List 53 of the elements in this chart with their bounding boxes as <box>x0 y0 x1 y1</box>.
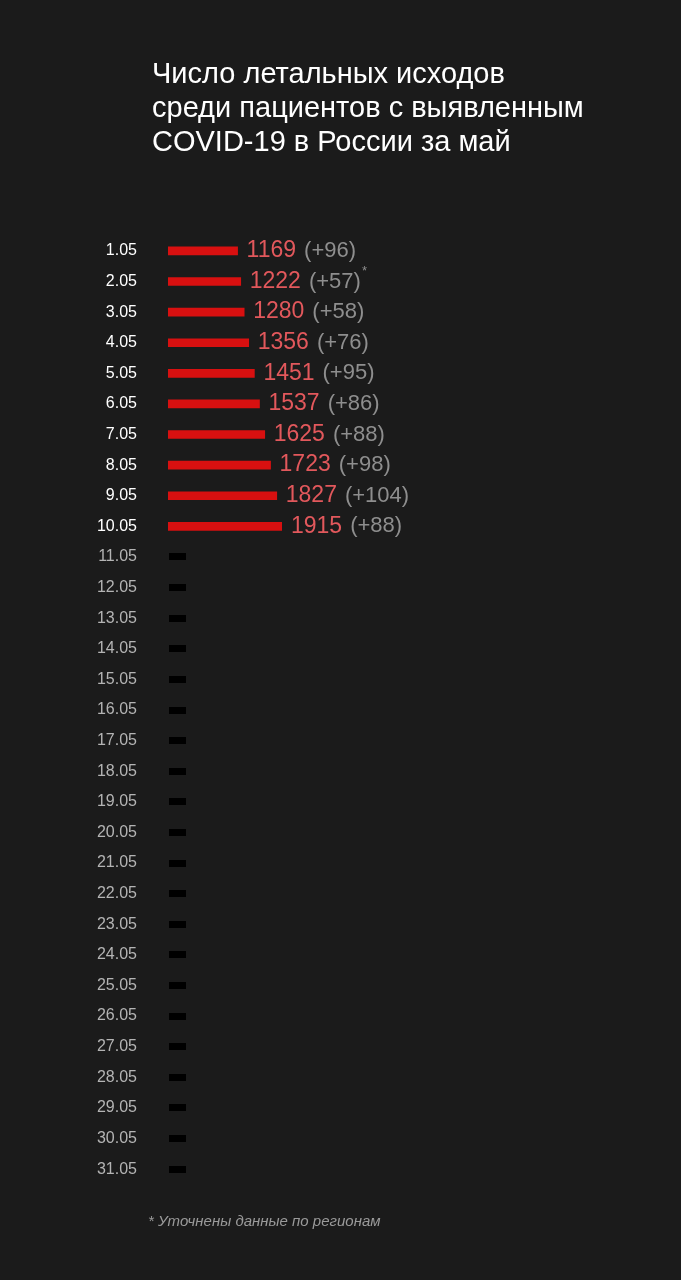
y-tick-label: 14.05 <box>96 639 138 657</box>
y-tick-label: 7.05 <box>105 424 138 442</box>
y-tick-label: 28.05 <box>96 1067 138 1085</box>
bar <box>168 307 245 317</box>
text: Число летальных исходов среди пациентов с выявленным COVID-19 в России за май <box>152 56 585 158</box>
y-tick-label: 10.05 <box>96 516 138 534</box>
y-tick-label: 23.05 <box>96 914 138 932</box>
data-label: 1827 (+104) <box>285 481 410 508</box>
y-tick-label: 13.05 <box>96 608 138 626</box>
bar <box>168 338 250 348</box>
data-label: 1169 (+96) <box>246 236 357 263</box>
bar <box>168 522 282 531</box>
bar <box>168 399 260 409</box>
y-tick-label: 19.05 <box>96 792 138 810</box>
y-tick-label: 27.05 <box>96 1037 138 1055</box>
bar <box>168 246 238 256</box>
data-label: 1625 (+88) <box>273 419 385 446</box>
y-tick-label: 5.05 <box>105 363 138 381</box>
y-tick-label: 21.05 <box>96 853 138 871</box>
data-label: 1723 (+98) <box>279 450 391 477</box>
data-label: 1356 (+76) <box>257 328 369 355</box>
y-tick-label: 26.05 <box>96 1006 138 1024</box>
y-tick-label: 2.05 <box>105 271 138 289</box>
y-tick-label: 3.05 <box>105 302 138 320</box>
bar <box>168 491 278 501</box>
y-tick-label: 6.05 <box>105 394 138 412</box>
bar <box>168 460 271 470</box>
y-tick-label: 30.05 <box>96 1128 138 1146</box>
y-tick-label: 12.05 <box>96 577 138 595</box>
data-label: 1222 (+57)* <box>249 263 367 293</box>
y-tick-label: 22.05 <box>96 884 138 902</box>
y-tick-label: 9.05 <box>105 486 138 504</box>
data-label: 1451 (+95) <box>263 358 375 385</box>
y-tick-label: 20.05 <box>96 822 138 840</box>
y-tick-label: 1.05 <box>105 241 138 259</box>
data-label: 1915 (+88) <box>291 511 403 538</box>
y-tick-label: 17.05 <box>96 731 138 749</box>
y-tick-label: 8.05 <box>105 455 138 473</box>
y-tick-label: 16.05 <box>96 700 138 718</box>
bar <box>168 277 242 286</box>
y-tick-label: 29.05 <box>96 1098 138 1116</box>
bar <box>168 430 266 439</box>
y-tick-label: 25.05 <box>96 975 138 993</box>
y-tick-label: 15.05 <box>96 669 138 687</box>
text: * Уточнены данные по регионам <box>148 1212 381 1229</box>
data-label: 1537 (+86) <box>268 389 380 416</box>
y-tick-label: 4.05 <box>105 333 138 351</box>
y-tick-label: 18.05 <box>96 761 138 779</box>
data-label: 1280 (+58) <box>253 297 365 324</box>
y-tick-label: 11.05 <box>98 547 138 565</box>
bar <box>168 369 255 378</box>
y-tick-label: 31.05 <box>96 1159 138 1177</box>
y-tick-label: 24.05 <box>96 945 138 963</box>
